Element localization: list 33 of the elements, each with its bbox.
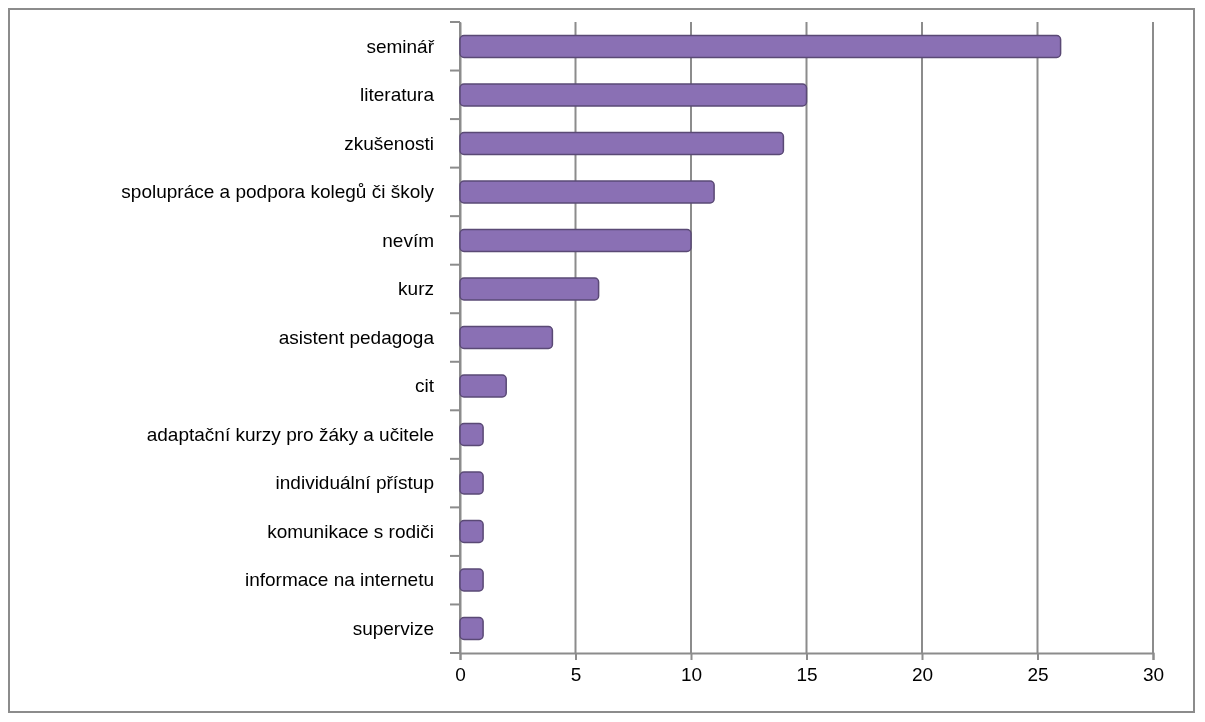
y-tick-label: spolupráce a podpora kolegů či školy <box>121 181 435 203</box>
x-tick-label: 30 <box>1142 664 1165 686</box>
bar <box>459 131 785 156</box>
y-tick-label: kurz <box>398 278 434 300</box>
x-tick-label: 5 <box>570 664 582 686</box>
bar <box>459 228 692 253</box>
y-tick-label: individuální přístup <box>275 472 434 494</box>
y-tick-label: supervize <box>352 617 434 639</box>
y-tick-label: adaptační kurzy pro žáky a učitele <box>146 423 434 445</box>
bar <box>459 325 554 350</box>
bar <box>459 83 808 107</box>
y-tick-label: literatura <box>360 84 435 106</box>
bar <box>459 422 484 447</box>
x-tick-label: 15 <box>796 664 818 686</box>
bar <box>459 471 484 495</box>
bar <box>459 180 715 204</box>
y-tick-label: asistent pedagoga <box>278 326 435 348</box>
bar <box>459 34 1062 59</box>
y-tick-label: informace na internetu <box>244 569 434 591</box>
bar <box>459 568 484 592</box>
x-tick-label: 20 <box>911 664 934 686</box>
x-tick-label: 25 <box>1027 664 1049 686</box>
y-tick-label: cit <box>415 375 435 397</box>
bar <box>459 277 600 301</box>
x-tick-label: 0 <box>455 664 466 686</box>
bar <box>459 519 484 544</box>
y-tick-label: komunikace s rodiči <box>267 520 434 542</box>
y-tick-label: seminář <box>366 35 435 57</box>
y-tick-label: nevím <box>382 229 434 251</box>
bar <box>459 616 484 641</box>
y-tick-label: zkušenosti <box>344 132 434 154</box>
bar <box>459 374 507 398</box>
x-tick-label: 10 <box>680 664 703 686</box>
